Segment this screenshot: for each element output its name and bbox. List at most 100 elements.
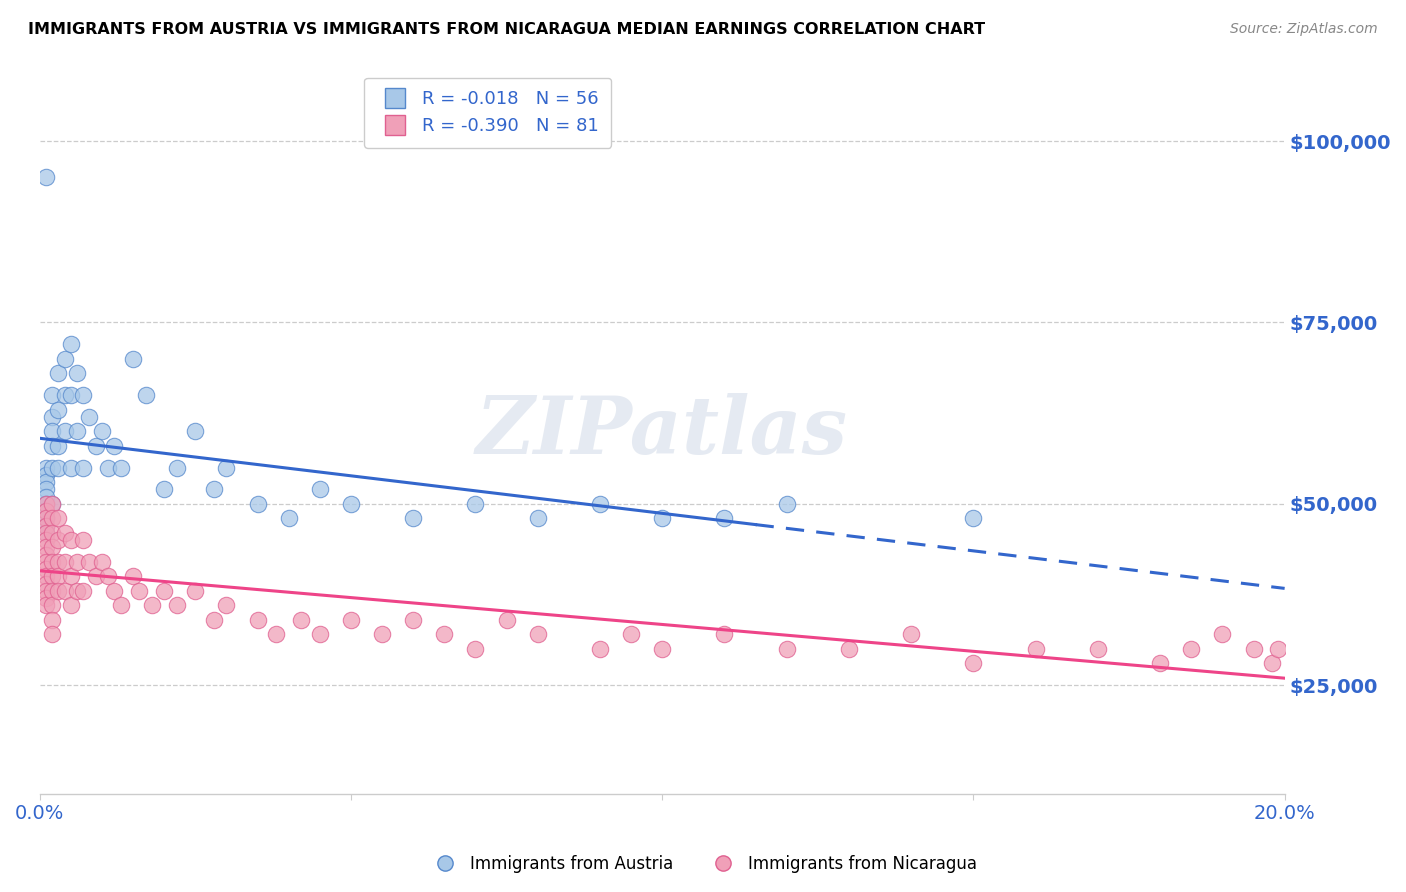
Point [264,627,287,641]
Point [48,439,70,453]
Point [35,518,58,533]
Point [72,583,94,598]
Point [35,497,58,511]
Point [308,483,330,497]
Point [48,402,70,417]
Point [103,439,125,453]
Point [53,583,76,598]
Point [713,511,735,525]
Point [48,366,70,380]
Point [35,497,58,511]
Point [48,533,70,548]
Point [72,533,94,548]
Point [35,504,58,518]
Point [166,599,188,613]
Point [41,497,63,511]
Point [91,555,114,569]
Point [103,583,125,598]
Point [962,511,984,525]
Point [900,627,922,641]
Point [202,483,225,497]
Point [35,460,58,475]
Point [41,388,63,402]
Point [464,642,486,657]
Point [41,541,63,555]
Point [79,409,101,424]
Point [41,569,63,583]
Point [41,460,63,475]
Point [35,475,58,489]
Point [110,599,132,613]
Point [215,460,238,475]
Point [97,460,120,475]
Point [122,569,145,583]
Point [153,483,176,497]
Point [166,460,188,475]
Point [35,548,58,562]
Point [838,642,860,657]
Point [53,555,76,569]
Point [59,533,82,548]
Point [79,555,101,569]
Point [1180,642,1202,657]
Point [41,425,63,439]
Point [1261,657,1284,671]
Point [35,533,58,548]
Point [35,591,58,606]
Point [53,351,76,366]
Point [1149,657,1171,671]
Point [1025,642,1047,657]
Point [202,613,225,627]
Point [433,627,456,641]
Point [91,425,114,439]
Point [53,525,76,540]
Legend: R = -0.018   N = 56, R = -0.390   N = 81: R = -0.018 N = 56, R = -0.390 N = 81 [364,78,612,148]
Point [72,388,94,402]
Point [35,525,58,540]
Point [48,555,70,569]
Point [59,460,82,475]
Point [59,337,82,351]
Point [589,642,612,657]
Point [53,425,76,439]
Point [41,599,63,613]
Point [184,425,207,439]
Point [41,525,63,540]
Point [41,511,63,525]
Point [215,599,238,613]
Point [651,642,673,657]
Point [48,511,70,525]
Point [402,613,425,627]
Point [59,599,82,613]
Point [41,627,63,641]
Point [776,642,799,657]
Point [35,483,58,497]
Point [48,583,70,598]
Point [35,569,58,583]
Point [59,388,82,402]
Point [48,569,70,583]
Point [84,569,107,583]
Point [66,366,89,380]
Point [66,583,89,598]
Point [35,541,58,555]
Point [41,439,63,453]
Text: Source: ZipAtlas.com: Source: ZipAtlas.com [1230,22,1378,37]
Point [110,460,132,475]
Point [41,555,63,569]
Point [1211,627,1233,641]
Point [290,613,312,627]
Text: ZIPatlas: ZIPatlas [477,392,848,470]
Point [495,613,517,627]
Point [526,627,548,641]
Point [340,497,363,511]
Point [246,497,269,511]
Point [122,351,145,366]
Point [308,627,330,641]
Point [53,388,76,402]
Point [48,460,70,475]
Point [184,583,207,598]
Point [41,583,63,598]
Point [35,518,58,533]
Point [153,583,176,598]
